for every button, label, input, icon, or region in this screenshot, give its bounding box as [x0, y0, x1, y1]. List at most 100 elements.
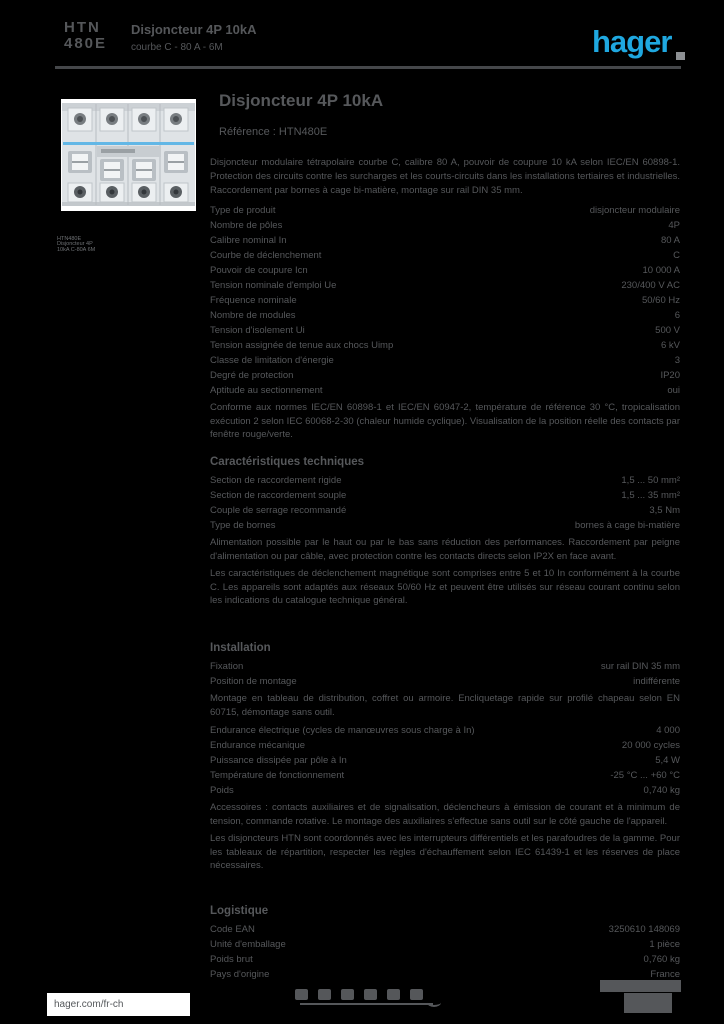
spec-label: Pouvoir de coupure Icn	[210, 265, 308, 276]
spec-value: 6 kV	[660, 340, 680, 351]
spec-note: Alimentation possible par le haut ou par…	[210, 537, 680, 562]
spec-row: Poids 0,740 kg	[210, 783, 680, 798]
footer-right-block-bottom	[624, 993, 672, 1013]
spec-value: C	[673, 250, 680, 261]
product-image	[61, 99, 196, 211]
product-reference-line1: HTN	[64, 19, 101, 36]
spec-label: Position de montage	[210, 676, 297, 687]
spec-label: Couple de serrage recommandé	[210, 505, 347, 516]
header-subtitle: courbe C - 80 A - 6M	[131, 42, 223, 53]
spec-label: Aptitude au sectionnement	[210, 385, 323, 396]
spec-value: sur rail DIN 35 mm	[600, 661, 680, 672]
spec-value: 0,760 kg	[643, 954, 680, 965]
spec-label: Tension assignée de tenue aux chocs Uimp	[210, 340, 394, 351]
spec-value: 1,5 ... 35 mm²	[621, 490, 680, 501]
spec-label: Pays d'origine	[210, 969, 270, 980]
hager-logo: hager	[592, 24, 672, 59]
spec-row: Degré de protection IP20	[210, 368, 680, 383]
spec-row: Type de bornes bornes à cage bi-matière	[210, 518, 680, 533]
spec-row: Type de produit disjoncteur modulaire	[210, 203, 680, 218]
spec-section-installation: Installation Fixation sur rail DIN 35 mm Po…	[210, 642, 680, 877]
spec-row: Aptitude au sectionnement oui	[210, 383, 680, 398]
spec-label: Poids	[210, 785, 234, 796]
header-divider	[55, 66, 681, 69]
spec-value: 1 pièce	[649, 939, 680, 950]
spec-label: Calibre nominal In	[210, 235, 287, 246]
spec-row: Section de raccordement rigide 1,5 ... 50…	[210, 473, 680, 488]
spec-row: Tension assignée de tenue aux chocs Uimp…	[210, 338, 680, 353]
spec-row: Endurance électrique (cycles de manœuvre…	[210, 723, 680, 738]
nf-icon	[410, 989, 423, 1000]
iec-icon	[318, 989, 331, 1000]
spec-value: 3,5 Nm	[649, 505, 680, 516]
section-heading: Logistique	[210, 905, 269, 917]
spec-label: Tension nominale d'emploi Ue	[210, 280, 337, 291]
spec-value: 3	[674, 355, 680, 366]
spec-label: Unité d'emballage	[210, 939, 286, 950]
spec-label: Fixation	[210, 661, 244, 672]
spec-row: Endurance mécanique 20 000 cycles	[210, 738, 680, 753]
spec-label: Type de bornes	[210, 520, 276, 531]
spec-value: 6	[674, 310, 680, 321]
spec-row: Pouvoir de coupure Icn 10 000 A	[210, 263, 680, 278]
spec-row: Fréquence nominale 50/60 Hz	[210, 293, 680, 308]
spec-row: Position de montage indifférente	[210, 674, 680, 689]
spec-value: -25 °C ... +60 °C	[610, 770, 680, 781]
spec-row: Courbe de déclenchement C	[210, 248, 680, 263]
footer-link-box: hager.com/fr-ch	[47, 993, 190, 1016]
spec-note: Les disjoncteurs HTN sont coordonnés ave…	[210, 833, 680, 871]
spec-label: Section de raccordement rigide	[210, 475, 342, 486]
spec-value: disjoncteur modulaire	[589, 205, 680, 216]
spec-value: bornes à cage bi-matière	[574, 520, 680, 531]
spec-row: Tension d'isolement Ui 500 V	[210, 323, 680, 338]
spec-row: Température de fonctionnement -25 °C ... …	[210, 768, 680, 783]
spec-value: 50/60 Hz	[641, 295, 680, 306]
kema-icon	[364, 989, 377, 1000]
spec-value: 4 000	[656, 725, 680, 736]
spec-label: Tension d'isolement Ui	[210, 325, 305, 336]
spec-value: 230/400 V AC	[621, 280, 680, 291]
spec-label: Fréquence nominale	[210, 295, 297, 306]
product-caption-line3: 10kA C-80A 6M	[57, 246, 96, 253]
spec-label: Degré de protection	[210, 370, 294, 381]
circuit-breaker-illustration	[62, 103, 195, 206]
spec-label: Puissance dissipée par pôle à In	[210, 755, 347, 766]
spec-value: 80 A	[660, 235, 680, 246]
spec-label: Courbe de déclenchement	[210, 250, 322, 261]
footer-right-block-top	[600, 980, 681, 992]
footer-divider-bar	[300, 1003, 433, 1005]
ce-icon	[295, 989, 308, 1000]
spec-label: Poids brut	[210, 954, 253, 965]
spec-row: Code EAN 3250610 148069	[210, 922, 680, 937]
spec-value: 10 000 A	[642, 265, 680, 276]
page-title: Disjoncteur 4P 10kA	[219, 91, 384, 110]
spec-label: Code EAN	[210, 924, 255, 935]
spec-value: 1,5 ... 50 mm²	[621, 475, 680, 486]
product-description: Disjoncteur modulaire tétrapolaire courb…	[210, 157, 680, 196]
spec-row: Unité d'emballage 1 pièce	[210, 937, 680, 952]
spec-row: Pays d'origine France	[210, 967, 680, 982]
section-heading: Caractéristiques techniques	[210, 456, 365, 468]
header-title: Disjoncteur 4P 10kA	[131, 22, 257, 37]
spec-row: Fixation sur rail DIN 35 mm	[210, 659, 680, 674]
footer-link[interactable]: hager.com/fr-ch	[54, 999, 124, 1010]
spec-value: 4P	[668, 220, 680, 231]
spec-value: indifférente	[633, 676, 680, 687]
spec-note: Conforme aux normes IEC/EN 60898-1 et IE…	[210, 402, 680, 440]
page-subtitle: Référence : HTN480E	[219, 126, 328, 138]
spec-label: Température de fonctionnement	[210, 770, 345, 781]
spec-value: 20 000 cycles	[621, 740, 680, 751]
spec-row: Couple de serrage recommandé 3,5 Nm	[210, 503, 680, 518]
product-caption-line1: HTN480E	[57, 236, 82, 242]
certification-icons	[295, 989, 423, 1000]
spec-label: Type de produit	[210, 205, 276, 216]
spec-row: Puissance dissipée par pôle à In 5,4 W	[210, 753, 680, 768]
spec-row: Section de raccordement souple 1,5 ... 35…	[210, 488, 680, 503]
spec-row: Nombre de modules 6	[210, 308, 680, 323]
footer-signature-mark	[427, 998, 441, 1007]
logo-registered-mark	[676, 52, 685, 60]
vde-icon	[341, 989, 354, 1000]
spec-label: Section de raccordement souple	[210, 490, 347, 501]
product-caption-line2: Disjoncteur 4P	[57, 241, 93, 248]
